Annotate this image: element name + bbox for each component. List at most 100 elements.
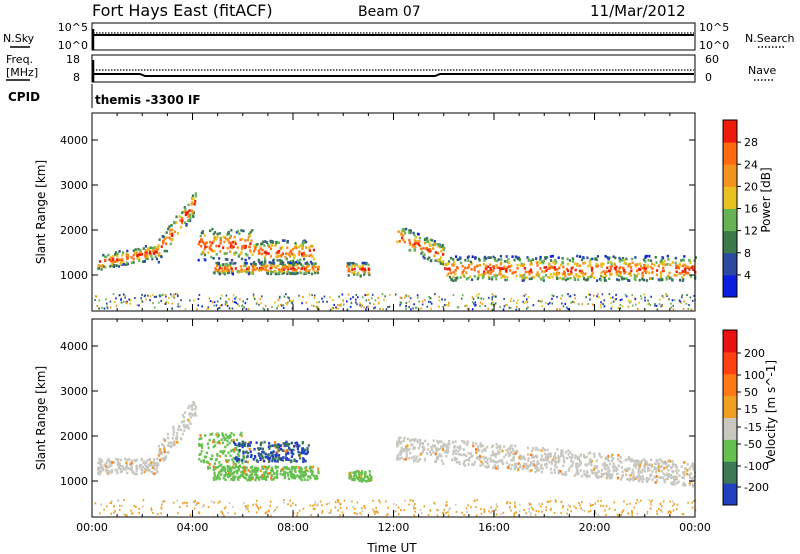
power-cell xyxy=(408,238,411,242)
velocity-cell xyxy=(156,470,159,474)
power-cell xyxy=(203,247,206,251)
velocity-cell xyxy=(140,458,143,462)
velocity-cell xyxy=(672,482,675,486)
power-cell xyxy=(251,269,254,272)
power-cell xyxy=(413,249,417,252)
velocity-cell xyxy=(469,452,472,455)
power-cell xyxy=(186,211,189,214)
power-cell xyxy=(688,304,690,307)
velocity-cell xyxy=(198,442,201,446)
power-cell xyxy=(260,263,263,267)
velocity-cell xyxy=(117,465,120,468)
velocity-cell xyxy=(306,478,309,482)
velocity-cell xyxy=(98,512,101,515)
power-cell xyxy=(229,250,232,254)
power-cell xyxy=(139,248,142,252)
power-cell xyxy=(121,251,125,254)
power-cell xyxy=(491,308,494,311)
power-cell xyxy=(231,272,235,276)
power-cell xyxy=(202,251,205,255)
velocity-cell xyxy=(631,511,633,514)
power-cell xyxy=(130,261,133,265)
velocity-cell xyxy=(535,446,538,450)
velocity-cell xyxy=(141,465,145,469)
velocity-cell xyxy=(550,462,554,465)
power-cell xyxy=(672,308,675,311)
power-cell xyxy=(655,304,658,307)
velocity-cell xyxy=(673,502,676,505)
power-cell xyxy=(104,265,107,269)
power-cell xyxy=(398,239,401,243)
velocity-cell xyxy=(639,462,642,466)
velocity-cell xyxy=(311,470,314,473)
velocity-cell xyxy=(224,437,227,441)
power-cell xyxy=(685,271,688,275)
power-cell xyxy=(428,295,430,298)
velocity-cell xyxy=(119,458,122,462)
power-cell xyxy=(675,266,678,270)
velocity-cell xyxy=(422,448,425,451)
velocity-cell xyxy=(511,447,514,451)
power-cell xyxy=(230,241,233,245)
velocity-cell xyxy=(495,513,498,516)
velocity-cell xyxy=(398,451,402,455)
velocity-cell xyxy=(495,446,498,450)
velocity-cell xyxy=(227,459,230,462)
power-cell xyxy=(496,259,499,263)
power-cell xyxy=(409,297,412,300)
velocity-cell xyxy=(496,464,499,468)
power-cell xyxy=(300,271,303,275)
velocity-cell xyxy=(494,508,497,511)
power-cell xyxy=(482,274,485,278)
power-cell xyxy=(477,273,480,277)
power-cell xyxy=(485,264,488,268)
power-cell xyxy=(241,245,244,248)
velocity-cell xyxy=(200,437,203,440)
velocity-cell xyxy=(205,451,209,455)
power-cell xyxy=(119,261,123,265)
velocity-cell xyxy=(265,471,268,474)
velocity-cell xyxy=(226,439,229,443)
power-cell xyxy=(411,245,414,248)
velocity-cell xyxy=(534,466,537,470)
power-cell xyxy=(525,307,528,310)
velocity-cell xyxy=(337,499,340,502)
velocity-cell xyxy=(334,506,337,509)
power-cell xyxy=(649,277,652,280)
power-cell xyxy=(500,261,503,265)
power-cell xyxy=(452,264,455,267)
power-cell xyxy=(270,264,273,267)
power-cell xyxy=(261,242,264,245)
velocity-cell xyxy=(537,462,540,465)
power-cell xyxy=(292,299,294,302)
velocity-cell xyxy=(421,445,424,449)
velocity-cell xyxy=(200,443,204,446)
power-cell xyxy=(341,293,344,296)
velocity-cell xyxy=(609,462,612,466)
power-cell xyxy=(256,267,259,270)
power-cell xyxy=(357,265,360,268)
power-cell xyxy=(690,308,693,311)
power-cell xyxy=(629,274,632,277)
velocity-cell xyxy=(517,468,520,472)
power-cell xyxy=(277,271,281,275)
velocity-cell xyxy=(609,475,612,479)
power-cell xyxy=(461,264,464,268)
power-cell xyxy=(213,304,215,307)
velocity-cell xyxy=(589,460,592,464)
velocity-cell xyxy=(497,467,500,470)
velocity-cell xyxy=(607,467,610,470)
power-cell xyxy=(103,255,107,259)
velocity-cell xyxy=(445,455,448,458)
velocity-cell xyxy=(304,471,307,475)
power-cell xyxy=(580,258,584,262)
power-cell xyxy=(684,264,687,268)
velocity-cell xyxy=(176,441,179,444)
power-cell xyxy=(314,271,317,275)
power-cell xyxy=(116,258,119,261)
velocity-cell xyxy=(411,499,413,502)
velocity-cell xyxy=(181,432,184,436)
power-cell xyxy=(180,221,184,225)
velocity-cell xyxy=(218,454,222,458)
colorbar-segment xyxy=(723,439,737,462)
